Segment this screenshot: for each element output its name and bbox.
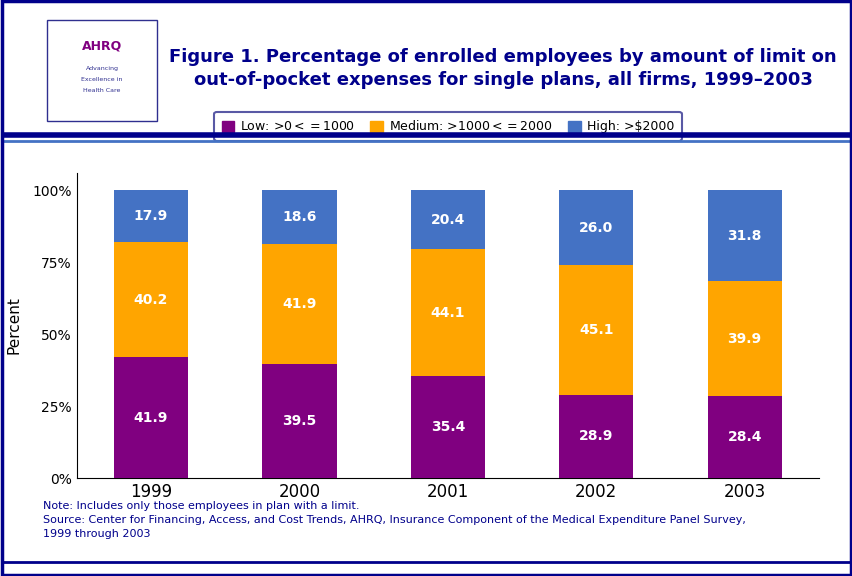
Text: 17.9: 17.9	[134, 209, 168, 223]
Bar	[262, 190, 337, 244]
Text: 39.5: 39.5	[282, 414, 316, 428]
Text: 28.9: 28.9	[579, 430, 613, 444]
Bar	[47, 20, 157, 121]
Text: Health Care: Health Care	[83, 88, 121, 93]
Text: 26.0: 26.0	[579, 221, 613, 234]
Bar	[114, 242, 188, 357]
Bar	[262, 365, 337, 478]
Text: Note: Includes only those employees in plan with a limit.
Source: Center for Fin: Note: Includes only those employees in p…	[43, 501, 745, 539]
Bar	[559, 395, 632, 478]
Text: 39.9: 39.9	[727, 332, 761, 346]
Bar	[707, 281, 781, 396]
Text: 35.4: 35.4	[430, 420, 464, 434]
Y-axis label: Percent: Percent	[6, 297, 21, 354]
Bar	[411, 190, 484, 249]
Text: 45.1: 45.1	[579, 323, 613, 337]
Bar	[411, 376, 484, 478]
Legend: Low: >$0<=$1000, Medium: >$1000<=$2000, High: >$2000: Low: >$0<=$1000, Medium: >$1000<=$2000, …	[214, 112, 681, 141]
Text: 18.6: 18.6	[282, 210, 316, 224]
Text: 20.4: 20.4	[430, 213, 464, 227]
Bar	[262, 244, 337, 365]
Bar	[559, 190, 632, 265]
Text: 31.8: 31.8	[727, 229, 761, 242]
Text: 41.9: 41.9	[134, 411, 168, 425]
Bar	[114, 190, 188, 242]
Bar	[707, 396, 781, 478]
Text: AHRQ: AHRQ	[82, 39, 122, 52]
Text: 44.1: 44.1	[430, 306, 464, 320]
Text: Figure 1. Percentage of enrolled employees by amount of limit on
out-of-pocket e: Figure 1. Percentage of enrolled employe…	[170, 47, 836, 89]
Text: Advancing: Advancing	[85, 66, 118, 71]
Bar	[707, 190, 781, 281]
Bar	[114, 357, 188, 478]
Text: 28.4: 28.4	[727, 430, 761, 444]
Text: 41.9: 41.9	[282, 297, 316, 311]
Text: 40.2: 40.2	[134, 293, 168, 306]
Bar	[559, 265, 632, 395]
Bar	[411, 249, 484, 376]
Text: Excellence in: Excellence in	[81, 77, 123, 82]
